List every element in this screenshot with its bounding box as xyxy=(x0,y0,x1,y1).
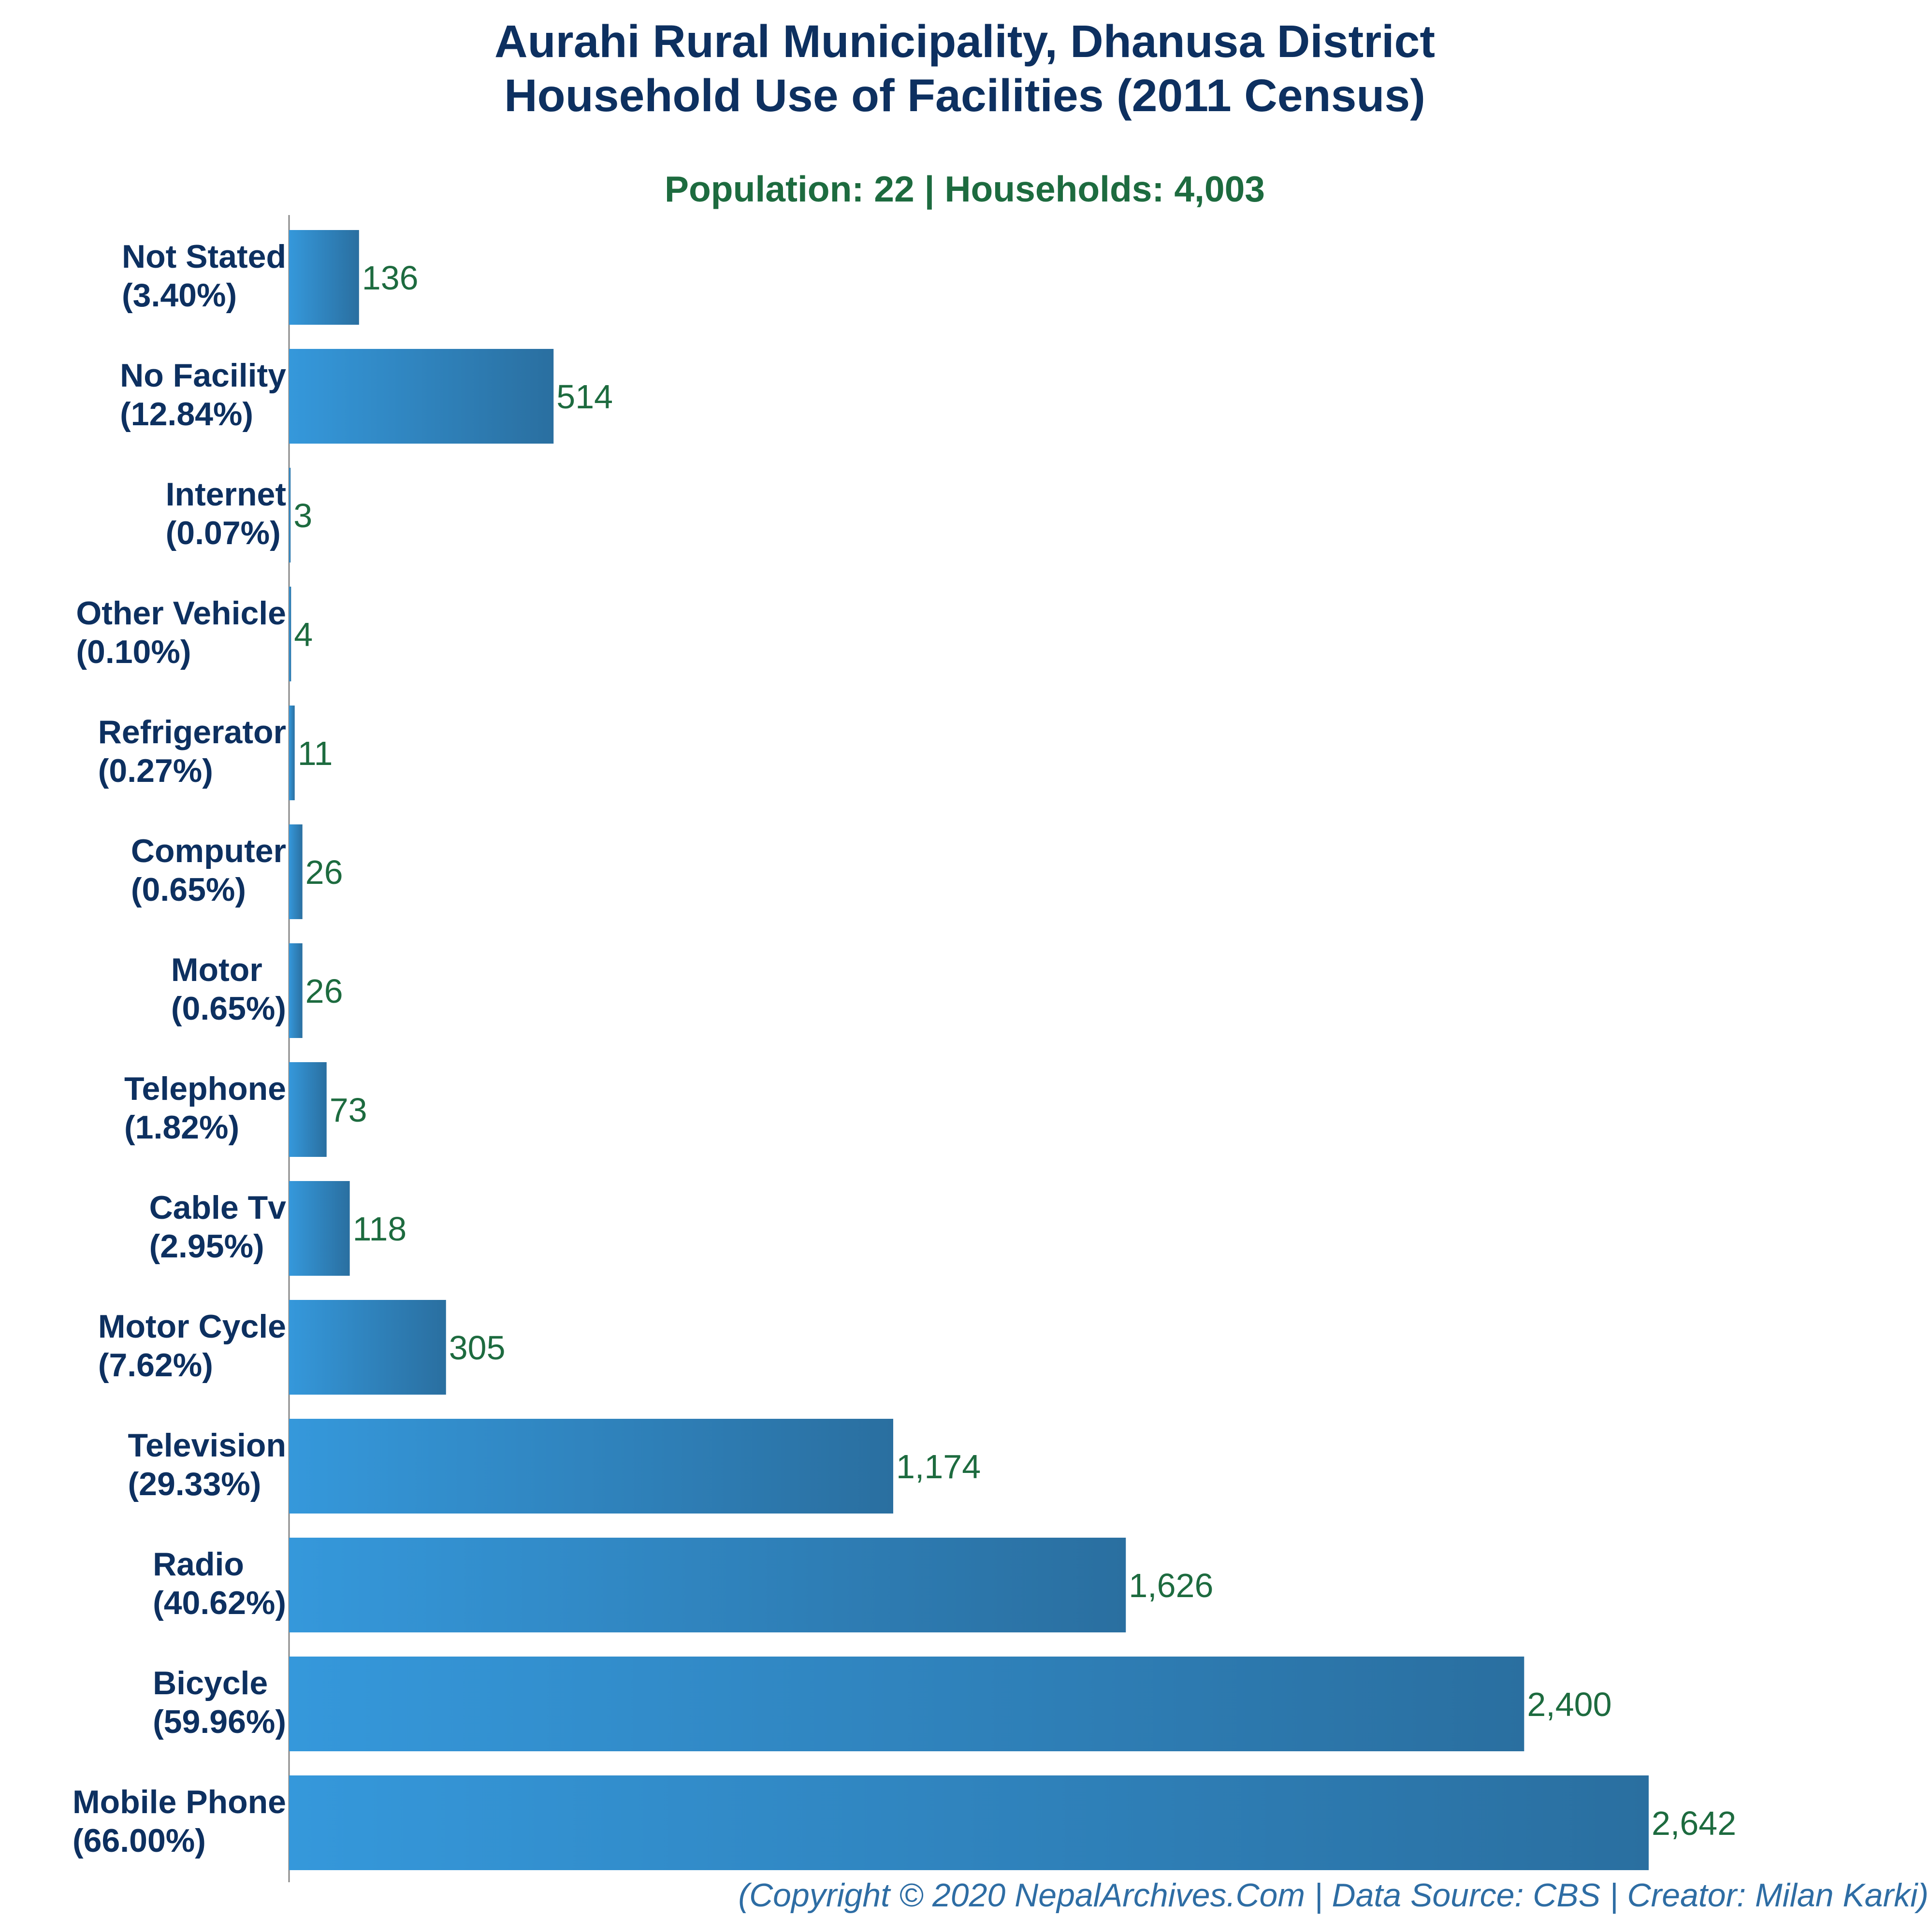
category-label: Motor Cycle xyxy=(98,1308,286,1345)
category-percent-label: (40.62%) xyxy=(153,1585,286,1621)
bar-value-label: 2,400 xyxy=(1527,1686,1611,1723)
bar xyxy=(289,824,303,919)
category-percent-label: (29.33%) xyxy=(128,1466,261,1502)
bar-value-label: 3 xyxy=(293,497,312,534)
chart-subtitle: Population: 22 | Households: 4,003 xyxy=(665,169,1265,210)
bar xyxy=(289,1181,350,1276)
bar-value-label: 11 xyxy=(298,735,333,772)
chart-title-line2: Household Use of Facilities (2011 Census… xyxy=(504,70,1425,121)
category-label: Telephone xyxy=(124,1070,286,1107)
category-label: Cable Tv xyxy=(149,1189,287,1226)
bar-value-label: 1,626 xyxy=(1129,1567,1213,1604)
bar xyxy=(289,587,291,681)
bar-value-label: 26 xyxy=(305,972,343,1010)
category-percent-label: (2.95%) xyxy=(149,1228,264,1265)
bar xyxy=(289,1300,446,1395)
chart-footer: (Copyright © 2020 NepalArchives.Com | Da… xyxy=(738,1877,1929,1914)
category-label: Mobile Phone xyxy=(73,1784,286,1820)
category-percent-label: (0.10%) xyxy=(76,634,191,670)
bar xyxy=(289,706,295,800)
bar-value-label: 4 xyxy=(294,616,313,653)
bar xyxy=(289,230,359,325)
category-label: Computer xyxy=(131,833,286,869)
category-label: Refrigerator xyxy=(98,714,286,750)
bar xyxy=(289,1657,1524,1751)
bar-value-label: 136 xyxy=(362,259,419,297)
category-label: Television xyxy=(128,1427,286,1464)
category-percent-label: (0.07%) xyxy=(166,515,281,551)
category-label: Radio xyxy=(153,1546,244,1583)
bar-value-label: 305 xyxy=(449,1329,506,1367)
category-label: Motor xyxy=(171,952,262,988)
category-percent-label: (7.62%) xyxy=(98,1347,213,1384)
bar xyxy=(289,1062,327,1157)
bar xyxy=(289,468,291,562)
category-percent-label: (0.65%) xyxy=(171,990,286,1027)
category-percent-label: (12.84%) xyxy=(120,396,253,433)
bar-value-label: 26 xyxy=(305,853,343,891)
category-percent-label: (1.82%) xyxy=(124,1109,239,1146)
bar-value-label: 118 xyxy=(353,1210,407,1248)
bar xyxy=(289,1538,1126,1632)
category-percent-label: (59.96%) xyxy=(153,1703,286,1740)
category-label: Not Stated xyxy=(122,238,286,275)
category-label: Bicycle xyxy=(153,1665,268,1701)
bar-value-label: 514 xyxy=(556,378,613,416)
category-label: Internet xyxy=(166,476,286,513)
chart-title-line1: Aurahi Rural Municipality, Dhanusa Distr… xyxy=(494,16,1435,67)
bar xyxy=(289,943,303,1038)
bar-value-label: 1,174 xyxy=(896,1448,981,1485)
bar xyxy=(289,1419,893,1514)
bar-value-label: 2,642 xyxy=(1652,1804,1736,1842)
category-percent-label: (3.40%) xyxy=(122,277,237,314)
bar xyxy=(289,349,554,444)
bar-value-label: 73 xyxy=(330,1091,367,1129)
category-label: No Facility xyxy=(120,357,286,394)
category-percent-label: (0.65%) xyxy=(131,871,246,908)
bar-group: 136 Not Stated(3.40%) 514 No Facility(12.84… xyxy=(73,230,1736,1870)
category-percent-label: (0.27%) xyxy=(98,752,213,789)
category-percent-label: (66.00%) xyxy=(73,1822,206,1859)
bar xyxy=(289,1775,1649,1870)
category-label: Other Vehicle xyxy=(76,595,286,632)
